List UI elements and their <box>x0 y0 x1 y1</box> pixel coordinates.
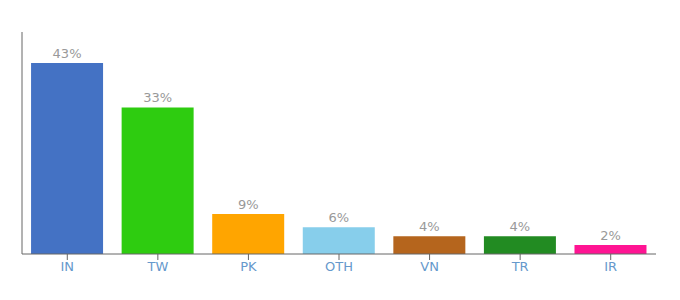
svg-text:6%: 6% <box>328 210 349 225</box>
svg-text:2%: 2% <box>600 228 621 243</box>
svg-text:VN: VN <box>420 259 439 274</box>
svg-text:IR: IR <box>604 259 617 274</box>
svg-text:OTH: OTH <box>325 259 353 274</box>
svg-text:9%: 9% <box>238 197 259 212</box>
svg-text:TW: TW <box>146 259 168 274</box>
svg-text:4%: 4% <box>510 219 531 234</box>
svg-text:4%: 4% <box>419 219 440 234</box>
svg-text:PK: PK <box>240 259 257 274</box>
svg-text:33%: 33% <box>143 90 172 105</box>
svg-text:IN: IN <box>61 259 75 274</box>
svg-text:TR: TR <box>511 259 529 274</box>
svg-text:43%: 43% <box>53 46 82 61</box>
